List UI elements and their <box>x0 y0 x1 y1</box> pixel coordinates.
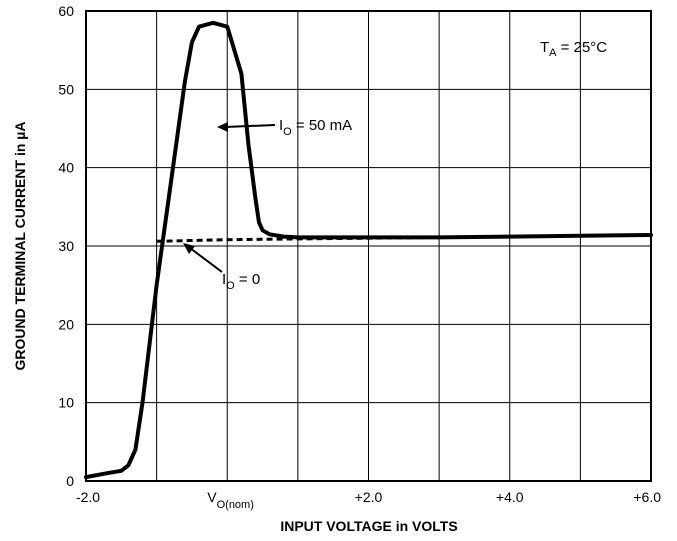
y-tick-label: 50 <box>58 81 74 97</box>
plot-frame <box>85 10 652 482</box>
series-50ma-arrowhead <box>217 122 228 132</box>
series-0-arrowhead <box>183 243 195 254</box>
x-tick-label-vonom: VO(nom) <box>207 489 254 511</box>
series-50ma-leader <box>224 124 276 128</box>
y-tick-label: 0 <box>66 473 74 489</box>
tick-labels: 0 10 20 30 40 50 60 -2.0 +2.0 +4.0 +6.0 VO(nom) <box>58 3 661 511</box>
y-tick-label: 10 <box>58 395 74 411</box>
x-tick-label: +2.0 <box>355 489 383 505</box>
y-tick-label: 20 <box>58 316 74 332</box>
series-50ma-label: IO = 50 mA <box>279 117 352 138</box>
y-tick-label: 60 <box>58 3 74 19</box>
x-tick-label: -2.0 <box>76 489 100 505</box>
x-tick-label: +6.0 <box>633 489 661 505</box>
y-tick-label: 30 <box>58 238 74 254</box>
series-layer <box>84 20 653 480</box>
series-0-leader <box>189 247 223 273</box>
series-line-0 <box>156 233 652 243</box>
grid <box>85 10 652 482</box>
y-axis-title: GROUND TERMINAL CURRENT in µA <box>12 122 28 371</box>
x-tick-label: +4.0 <box>496 489 524 505</box>
condition-label: TA = 25°C <box>540 39 607 59</box>
y-tick-label: 40 <box>58 160 74 176</box>
series-0-label: IO = 0 <box>222 271 260 292</box>
x-axis-title: INPUT VOLTAGE in VOLTS <box>280 518 457 534</box>
